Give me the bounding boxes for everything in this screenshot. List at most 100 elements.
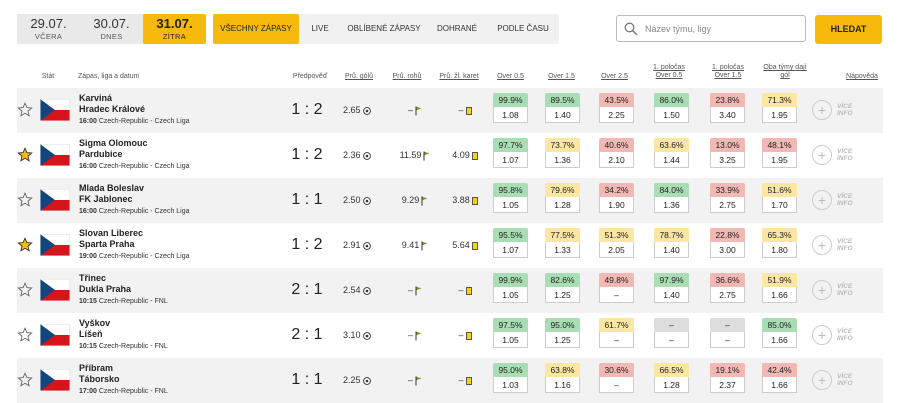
away-team[interactable]: Táborsko	[79, 374, 120, 384]
market-cell[interactable]: – –	[710, 318, 745, 352]
market-cell[interactable]: 97.5% 1.05	[493, 318, 528, 352]
home-team[interactable]: Příbram	[79, 363, 114, 373]
more-info-button[interactable]: + VÍCE INFO	[812, 235, 872, 257]
tab-by-time[interactable]: PODLE ČASU	[497, 24, 549, 33]
market-cell[interactable]: 42.4% 1.66	[762, 363, 797, 397]
col-header-help[interactable]: Nápověda	[846, 73, 878, 80]
market-cell[interactable]: 49.8% –	[599, 273, 634, 307]
more-info-button[interactable]: + VÍCE INFO	[812, 145, 872, 167]
probability: 73.7%	[545, 138, 580, 152]
col-header-h1-over15[interactable]: 1. poločas Over 1.5	[704, 64, 752, 80]
market-cell[interactable]: 99.9% 1.05	[493, 273, 528, 307]
col-header-h1-over05[interactable]: 1. poločas Over 0.5	[645, 64, 693, 80]
tab-all-matches[interactable]: VŠECHNY ZÁPASY	[213, 14, 299, 44]
col-header-over25[interactable]: Over 2.5	[601, 73, 628, 80]
home-team[interactable]: Slovan Liberec	[79, 228, 144, 238]
market-cell[interactable]: 79.6% 1.28	[545, 183, 580, 217]
market-cell[interactable]: 33.9% 2.75	[710, 183, 745, 217]
col-header-btts[interactable]: Oba týmy dají gól	[756, 64, 814, 80]
away-team[interactable]: Dukla Praha	[79, 284, 132, 294]
market-cell[interactable]: 40.6% 2.10	[599, 138, 634, 172]
market-cell[interactable]: 48.1% 1.95	[762, 138, 797, 172]
home-team[interactable]: Mlada Boleslav	[79, 183, 145, 193]
favorite-star-icon[interactable]	[17, 192, 33, 208]
col-header-over05[interactable]: Over 0.5	[497, 73, 524, 80]
table-row[interactable]: Slovan Liberec Sparta Praha 19:00 Czech-Re…	[17, 223, 883, 268]
favorite-star-icon[interactable]	[17, 282, 33, 298]
market-cell[interactable]: 89.5% 1.40	[545, 93, 580, 127]
market-cell[interactable]: 95.8% 1.05	[493, 183, 528, 217]
col-header-avg-cards[interactable]: Prů. žl. karet	[439, 73, 479, 80]
market-cell[interactable]: 73.7% 1.36	[545, 138, 580, 172]
more-info-button[interactable]: + VÍCE INFO	[812, 190, 872, 212]
table-row[interactable]: Třinec Dukla Praha 10:15 Czech-Republic - …	[17, 268, 883, 313]
home-team[interactable]: Sigma Olomouc	[79, 138, 148, 148]
away-team[interactable]: Líšeň	[79, 329, 103, 339]
market-cell[interactable]: 63.8% 1.16	[545, 363, 580, 397]
search-input[interactable]	[645, 20, 795, 37]
market-cell[interactable]: 97.7% 1.07	[493, 138, 528, 172]
more-info-button[interactable]: + VÍCE INFO	[812, 370, 872, 392]
date-today[interactable]: 30.07. DNES	[80, 14, 143, 44]
market-cell[interactable]: 65.3% 1.80	[762, 228, 797, 262]
more-info-line: VÍCE	[837, 373, 853, 380]
market-cell[interactable]: 77.5% 1.33	[545, 228, 580, 262]
search-button[interactable]: HLEDAT	[815, 15, 882, 44]
market-cell[interactable]: 82.6% 1.25	[545, 273, 580, 307]
plus-icon: +	[812, 100, 832, 120]
market-cell[interactable]: 43.5% 2.25	[599, 93, 634, 127]
col-header-avg-goals[interactable]: Prů. gólů	[344, 73, 374, 80]
home-team[interactable]: Karviná	[79, 93, 113, 103]
tab-finished[interactable]: DOHRANÉ	[436, 24, 477, 33]
market-cell[interactable]: – –	[654, 318, 689, 352]
market-cell[interactable]: 78.7% 1.40	[654, 228, 689, 262]
market-cell[interactable]: 97.9% 1.40	[654, 273, 689, 307]
market-cell[interactable]: 95.0% 1.03	[493, 363, 528, 397]
market-cell[interactable]: 99.9% 1.08	[493, 93, 528, 127]
away-team[interactable]: Sparta Praha	[79, 239, 135, 249]
col-header-over15[interactable]: Over 1.5	[548, 73, 575, 80]
market-cell[interactable]: 22.8% 3.00	[710, 228, 745, 262]
market-cell[interactable]: 51.3% 2.05	[599, 228, 634, 262]
tab-live[interactable]: LIVE	[311, 24, 329, 33]
table-row[interactable]: Sigma Olomouc Pardubice 16:00 Czech-Republ…	[17, 133, 883, 178]
market-cell[interactable]: 23.8% 3.40	[710, 93, 745, 127]
market-cell[interactable]: 19.1% 2.37	[710, 363, 745, 397]
tab-favorites[interactable]: OBLÍBENÉ ZÁPASY	[347, 24, 421, 33]
favorite-star-icon[interactable]	[17, 102, 33, 118]
market-cell[interactable]: 66.5% 1.28	[654, 363, 689, 397]
market-cell[interactable]: 13.0% 3.25	[710, 138, 745, 172]
market-cell[interactable]: 85.0% 1.66	[762, 318, 797, 352]
away-team[interactable]: Pardubice	[79, 149, 123, 159]
table-row[interactable]: Příbram Táborsko 17:00 Czech-Republic - FN…	[17, 358, 883, 403]
favorite-star-icon[interactable]	[17, 372, 33, 388]
market-cell[interactable]: 95.5% 1.07	[493, 228, 528, 262]
market-cell[interactable]: 61.7% –	[599, 318, 634, 352]
favorite-star-icon[interactable]	[17, 237, 33, 253]
favorite-star-icon[interactable]	[17, 147, 33, 163]
home-team[interactable]: Vyškov	[79, 318, 111, 328]
table-row[interactable]: Vyškov Líšeň 10:15 Czech-Republic - FNL 2 :…	[17, 313, 883, 358]
market-cell[interactable]: 51.9% 1.66	[762, 273, 797, 307]
away-team[interactable]: Hradec Králové	[79, 104, 146, 114]
more-info-button[interactable]: + VÍCE INFO	[812, 100, 872, 122]
col-header-avg-corners[interactable]: Prů. rohů	[392, 73, 422, 80]
market-cell[interactable]: 71.3% 1.95	[762, 93, 797, 127]
market-cell[interactable]: 36.6% 2.75	[710, 273, 745, 307]
table-row[interactable]: Mlada Boleslav FK Jablonec 16:00 Czech-Rep…	[17, 178, 883, 223]
market-cell[interactable]: 51.6% 1.70	[762, 183, 797, 217]
date-tomorrow[interactable]: 31.07. ZÍTRA	[143, 14, 206, 44]
market-cell[interactable]: 84.0% 1.36	[654, 183, 689, 217]
market-cell[interactable]: 30.6% –	[599, 363, 634, 397]
home-team[interactable]: Třinec	[79, 273, 107, 283]
away-team[interactable]: FK Jablonec	[79, 194, 133, 204]
market-cell[interactable]: 34.2% 1.90	[599, 183, 634, 217]
market-cell[interactable]: 63.6% 1.44	[654, 138, 689, 172]
market-cell[interactable]: 86.0% 1.50	[654, 93, 689, 127]
favorite-star-icon[interactable]	[17, 327, 33, 343]
more-info-button[interactable]: + VÍCE INFO	[812, 280, 872, 302]
table-row[interactable]: Karviná Hradec Králové 16:00 Czech-Republi…	[17, 88, 883, 133]
market-cell[interactable]: 95.0% 1.25	[545, 318, 580, 352]
date-yesterday[interactable]: 29.07. VČERA	[17, 14, 80, 44]
more-info-button[interactable]: + VÍCE INFO	[812, 325, 872, 347]
